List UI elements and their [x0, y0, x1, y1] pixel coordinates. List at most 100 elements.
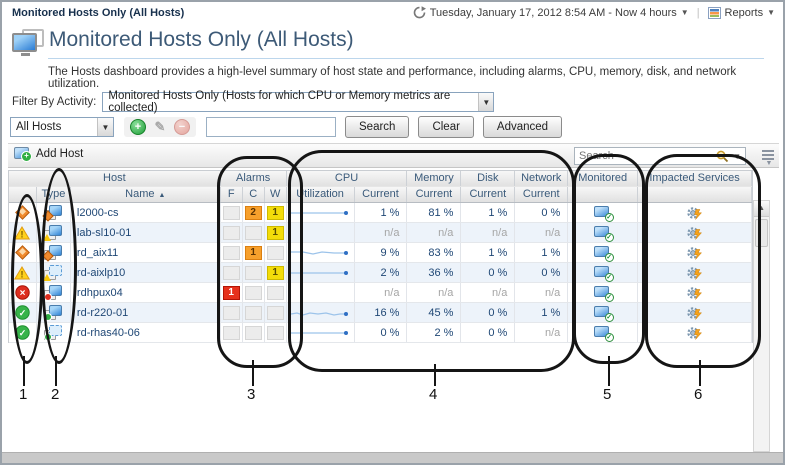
col-alarms-fatal[interactable]: F: [221, 187, 243, 202]
col-cpu-utilization[interactable]: Utilization: [287, 187, 355, 202]
table-toolbar: + Add Host ▼ ▼: [8, 143, 779, 168]
table-customizer-icon[interactable]: ▼: [762, 148, 776, 167]
disk-current: 0 %: [461, 263, 516, 282]
col-cpu-current[interactable]: Current: [355, 187, 408, 202]
callout-line: [252, 360, 254, 386]
col-disk-current[interactable]: Current: [461, 187, 516, 202]
col-memory-current[interactable]: Current: [407, 187, 462, 202]
chevron-down-icon[interactable]: ▼: [478, 93, 494, 111]
callout-number: 3: [247, 386, 256, 403]
fatal-alarm-count[interactable]: 1: [222, 285, 240, 300]
search-button[interactable]: Search: [345, 116, 410, 138]
network-current: n/a: [515, 323, 569, 342]
col-alarms-critical[interactable]: C: [243, 187, 265, 202]
memory-current: 36 %: [407, 263, 462, 282]
clear-button[interactable]: Clear: [418, 116, 474, 138]
page-description: The Hosts dashboard provides a high-leve…: [48, 66, 737, 90]
table-row[interactable]: × rdhpux04 1 n/a n/a n/a n/a ✓: [9, 283, 753, 303]
fatal-alarm-count: [222, 305, 240, 320]
cpu-sparkline-empty: [287, 283, 355, 302]
col-group-memory[interactable]: Memory: [407, 171, 462, 186]
host-name[interactable]: rdhpux04: [71, 283, 221, 302]
col-name[interactable]: Name ▲: [71, 187, 221, 202]
cpu-sparkline-empty: [287, 223, 355, 242]
monitored-icon[interactable]: ✓: [593, 205, 614, 222]
col-status[interactable]: [9, 187, 37, 202]
impacted-services-icon[interactable]: [686, 306, 703, 320]
page-title: Monitored Hosts Only (All Hosts): [49, 28, 354, 51]
time-range-label[interactable]: Tuesday, January 17, 2012 8:54 AM - Now …: [429, 6, 677, 19]
critical-alarm-count: [244, 325, 262, 340]
callout-line: [699, 360, 701, 386]
time-range-caret-icon[interactable]: ▼: [680, 8, 689, 17]
top-right-controls: Tuesday, January 17, 2012 8:54 AM - Now …: [413, 6, 775, 19]
monitored-icon[interactable]: ✓: [593, 265, 614, 282]
table-row[interactable]: l2000-cs 2 1 1 % 81 % 1 % 0 % ✓: [9, 203, 753, 223]
activity-filter-select[interactable]: Monitored Hosts Only (Hosts for which CP…: [102, 90, 495, 114]
callout-number: 6: [694, 386, 703, 403]
fatal-alarm-count: [222, 245, 240, 260]
monitored-icon[interactable]: ✓: [593, 305, 614, 322]
impacted-services-icon[interactable]: [686, 226, 703, 240]
impacted-services-icon[interactable]: [686, 206, 703, 220]
col-group-cpu[interactable]: CPU: [287, 171, 408, 186]
add-host-label: Add Host: [36, 148, 84, 160]
callout-number: 1: [19, 386, 28, 403]
callout-line: [23, 356, 25, 386]
monitored-icon[interactable]: ✓: [593, 245, 614, 262]
breadcrumb[interactable]: Monitored Hosts Only (All Hosts): [12, 7, 185, 19]
callout-oval-type: [41, 168, 77, 364]
warning-alarm-count[interactable]: 1: [266, 225, 284, 240]
chevron-down-icon[interactable]: ▼: [97, 118, 113, 136]
reports-icon: [707, 6, 721, 19]
memory-current: 81 %: [407, 203, 462, 222]
add-scope-icon[interactable]: +: [130, 119, 146, 135]
table-row[interactable]: ! rd-aixlp10 1 2 % 36 % 0 % 0 % ✓: [9, 263, 753, 283]
disk-current: 1 %: [461, 243, 516, 262]
host-filter-input[interactable]: [206, 117, 336, 137]
network-current: n/a: [515, 223, 569, 242]
table-row[interactable]: ! lab-sl10-01 1 n/a n/a n/a n/a ✓: [9, 223, 753, 243]
add-host-button[interactable]: + Add Host: [14, 147, 84, 162]
col-group-host[interactable]: Host: [9, 171, 221, 186]
host-scope-select[interactable]: All Hosts ▼: [10, 117, 114, 137]
critical-alarm-count[interactable]: 2: [244, 205, 262, 220]
host-name[interactable]: rd-aixlp10: [71, 263, 221, 282]
impacted-services-icon[interactable]: [686, 246, 703, 260]
reports-menu[interactable]: Reports: [724, 6, 764, 19]
warning-alarm-count[interactable]: 1: [266, 205, 284, 220]
host-name[interactable]: l2000-cs: [71, 203, 221, 222]
disk-current: 0 %: [461, 303, 516, 322]
warning-alarm-count: [266, 245, 284, 260]
disk-current: 1 %: [461, 203, 516, 222]
monitored-icon[interactable]: ✓: [593, 285, 614, 302]
advanced-button[interactable]: Advanced: [482, 116, 563, 138]
network-current: 0 %: [515, 263, 569, 282]
impacted-services-icon[interactable]: [686, 286, 703, 300]
impacted-services-icon[interactable]: [686, 326, 703, 340]
warning-alarm-count[interactable]: 1: [266, 265, 284, 280]
scroll-up-icon[interactable]: ▲: [754, 201, 769, 217]
table-sub-header: Type Name ▲ F C W Utilization Current Cur…: [9, 186, 752, 203]
callout-line: [434, 364, 436, 386]
network-current: 1 %: [515, 243, 569, 262]
host-name[interactable]: rd_aix11: [71, 243, 221, 262]
critical-alarm-count: [244, 225, 262, 240]
table-search-input[interactable]: [575, 150, 716, 162]
critical-alarm-count[interactable]: 1: [244, 245, 262, 260]
host-name[interactable]: rd-r220-01: [71, 303, 221, 322]
callout-line: [608, 356, 610, 386]
col-network-current[interactable]: Current: [515, 187, 569, 202]
callout-number: 5: [603, 386, 612, 403]
reports-caret-icon[interactable]: ▼: [767, 8, 775, 17]
add-host-icon: +: [14, 147, 32, 162]
host-name[interactable]: rd-rhas40-06: [71, 323, 221, 342]
fatal-alarm-count: [222, 225, 240, 240]
monitored-icon[interactable]: ✓: [593, 225, 614, 242]
bottom-scroll-track[interactable]: [2, 452, 783, 463]
col-group-disk[interactable]: Disk: [461, 171, 516, 186]
critical-alarm-count: [244, 305, 262, 320]
col-alarms-warning[interactable]: W: [265, 187, 287, 202]
host-name[interactable]: lab-sl10-01: [71, 223, 221, 242]
impacted-services-icon[interactable]: [686, 266, 703, 280]
